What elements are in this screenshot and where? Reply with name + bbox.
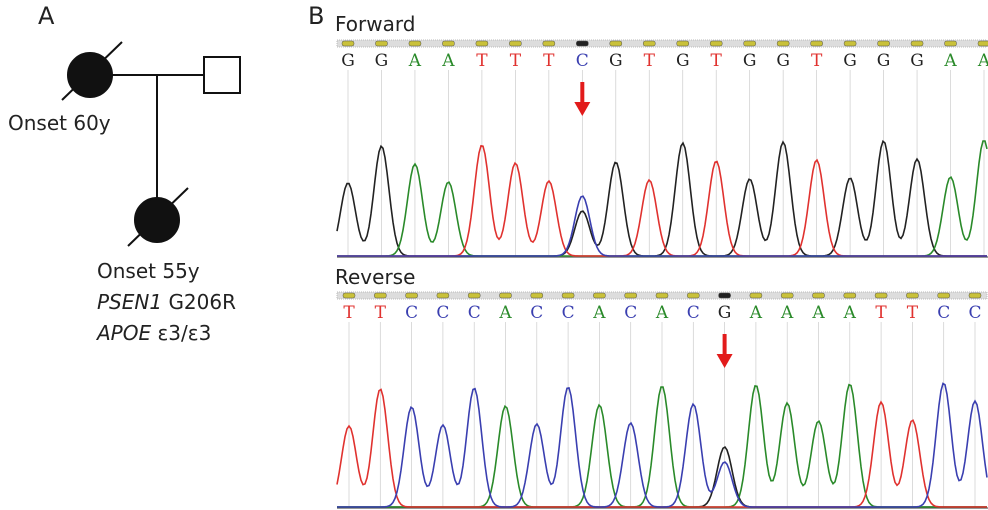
onset-label: Onset 60y — [8, 111, 111, 135]
base-call: C — [937, 303, 950, 323]
quality-bar — [576, 41, 588, 46]
base-call: A — [441, 51, 455, 71]
base-call: C — [436, 303, 449, 323]
quality-bar — [811, 41, 823, 46]
quality-bar — [500, 293, 512, 298]
quality-bar — [906, 293, 918, 298]
quality-bar — [625, 293, 637, 298]
quality-bar — [468, 293, 480, 298]
base-call: G — [877, 51, 891, 71]
quality-bar — [844, 41, 856, 46]
quality-bar — [610, 41, 622, 46]
quality-bar — [777, 41, 789, 46]
base-call: A — [408, 51, 422, 71]
trace-title: Forward — [335, 12, 415, 36]
quality-bar — [643, 41, 655, 46]
base-call: T — [476, 51, 488, 71]
panel-label: B — [308, 2, 324, 30]
quality-bar — [945, 41, 957, 46]
quality-bar — [531, 293, 543, 298]
base-call: T — [644, 51, 656, 71]
base-call: A — [655, 303, 669, 323]
quality-bar — [374, 293, 386, 298]
base-call: T — [375, 303, 387, 323]
quality-bar — [343, 293, 355, 298]
base-call: A — [977, 51, 988, 71]
base-call: T — [875, 303, 887, 323]
quality-bar — [562, 293, 574, 298]
quality-bar — [509, 41, 521, 46]
quality-bar — [781, 293, 793, 298]
base-call: C — [576, 51, 589, 71]
quality-bar — [710, 41, 722, 46]
base-call: A — [498, 303, 512, 323]
trace-title: Reverse — [335, 265, 415, 289]
quality-bar — [409, 41, 421, 46]
base-call: C — [468, 303, 481, 323]
trace — [337, 196, 987, 256]
base-call: G — [910, 51, 924, 71]
base-call: G — [341, 51, 355, 71]
base-call: A — [749, 303, 763, 323]
quality-bar — [476, 41, 488, 46]
base-call: T — [811, 51, 823, 71]
gene: PSEN1 — [97, 290, 162, 314]
quality-bar — [719, 293, 731, 298]
figure: A B Onset 60y Onset 55y PSEN1 G206R APOE… — [0, 0, 988, 510]
quality-bar — [878, 41, 890, 46]
base-call: G — [375, 51, 389, 71]
base-call: T — [907, 303, 919, 323]
base-call: C — [687, 303, 700, 323]
base-call: C — [530, 303, 543, 323]
base-call: T — [711, 51, 723, 71]
arrow-head — [574, 102, 590, 116]
genotype: PSEN1 G206R — [97, 290, 236, 314]
quality-bar — [687, 293, 699, 298]
quality-bar — [656, 293, 668, 298]
base-call: T — [543, 51, 555, 71]
arrow-head — [717, 354, 733, 368]
quality-bar — [938, 293, 950, 298]
panel-label: A — [38, 2, 55, 30]
quality-bar — [375, 41, 387, 46]
genotype: APOE ε3/ε3 — [95, 321, 211, 345]
quality-bar — [911, 41, 923, 46]
quality-bar — [406, 293, 418, 298]
base-call: T — [510, 51, 522, 71]
quality-bar — [750, 293, 762, 298]
quality-bar — [342, 41, 354, 46]
quality-bar — [875, 293, 887, 298]
quality-bar — [978, 41, 988, 46]
quality-bar — [437, 293, 449, 298]
base-call: G — [776, 51, 790, 71]
quality-bar — [844, 293, 856, 298]
base-call: G — [609, 51, 623, 71]
quality-bar — [593, 293, 605, 298]
variant: ε3/ε3 — [157, 321, 211, 345]
base-call: G — [718, 303, 732, 323]
gene: APOE — [95, 321, 151, 345]
base-call: A — [780, 303, 794, 323]
base-call: C — [562, 303, 575, 323]
base-call: A — [811, 303, 825, 323]
quality-bar — [744, 41, 756, 46]
quality-bar — [969, 293, 981, 298]
base-call: C — [405, 303, 418, 323]
pedigree — [62, 42, 240, 246]
base-call: T — [343, 303, 355, 323]
quality-bar — [813, 293, 825, 298]
variant: G206R — [168, 290, 236, 314]
base-call: G — [676, 51, 690, 71]
base-call: C — [968, 303, 981, 323]
base-call: A — [592, 303, 606, 323]
quality-bar — [677, 41, 689, 46]
base-call: A — [843, 303, 857, 323]
base-call: G — [843, 51, 857, 71]
base-call: G — [743, 51, 757, 71]
base-call: C — [624, 303, 637, 323]
onset-label: Onset 55y — [97, 259, 200, 283]
quality-bar — [442, 41, 454, 46]
base-call: A — [943, 51, 957, 71]
quality-bar — [543, 41, 555, 46]
